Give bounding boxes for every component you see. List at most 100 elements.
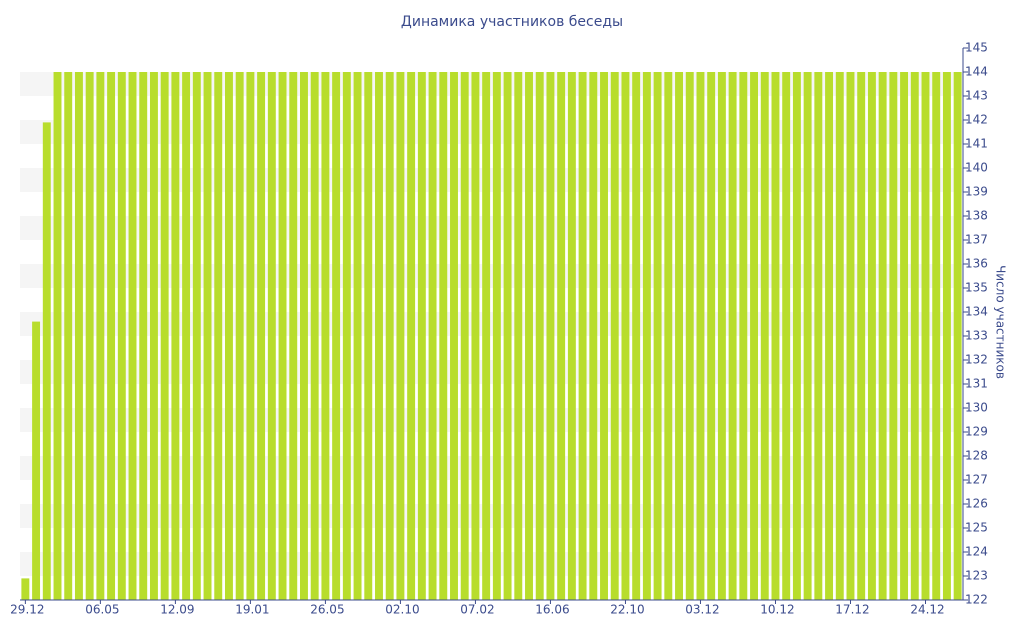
bar xyxy=(74,72,83,600)
bar xyxy=(653,72,662,600)
bar xyxy=(664,72,673,600)
bar xyxy=(385,72,394,600)
bar xyxy=(224,72,233,600)
bar xyxy=(64,72,73,600)
bar xyxy=(825,72,834,600)
bar xyxy=(128,72,137,600)
bar xyxy=(460,72,469,600)
y-tick-label: 144 xyxy=(965,65,988,79)
bar xyxy=(835,72,844,600)
bar xyxy=(621,72,630,600)
bar xyxy=(492,72,501,600)
x-tick-label: 02.10 xyxy=(385,603,419,617)
bar xyxy=(910,72,919,600)
bar xyxy=(364,72,373,600)
bar xyxy=(557,72,566,600)
x-tick-label: 19.01 xyxy=(235,603,269,617)
bar xyxy=(900,72,909,600)
bar xyxy=(857,72,866,600)
bar xyxy=(117,72,126,600)
bar xyxy=(450,72,458,600)
x-tick-label: 29.12 xyxy=(10,603,44,617)
x-tick-label: 16.06 xyxy=(535,603,569,617)
y-tick-label: 127 xyxy=(965,473,988,487)
bar xyxy=(149,72,158,600)
y-tick-label: 132 xyxy=(965,353,988,367)
y-tick-label: 128 xyxy=(965,449,988,463)
bar xyxy=(942,72,951,600)
bar xyxy=(932,72,941,600)
bar xyxy=(439,72,448,600)
y-tick-label: 135 xyxy=(965,281,988,295)
bar xyxy=(342,72,351,600)
bar xyxy=(728,72,737,600)
bar xyxy=(160,72,169,600)
bar xyxy=(771,72,780,600)
bar xyxy=(803,72,812,600)
bar xyxy=(503,72,512,600)
bar xyxy=(96,72,105,600)
bar xyxy=(321,72,330,600)
x-tick-label: 22.10 xyxy=(610,603,644,617)
bar xyxy=(889,72,898,600)
bar xyxy=(546,72,555,600)
bar xyxy=(685,72,694,600)
bar xyxy=(750,72,759,600)
bar xyxy=(632,72,641,600)
bar xyxy=(589,72,598,600)
bar xyxy=(267,72,276,600)
bar xyxy=(471,72,480,600)
bar xyxy=(675,72,683,600)
bar xyxy=(567,72,576,600)
x-tick-label: 03.12 xyxy=(685,603,719,617)
x-tick-label: 07.02 xyxy=(460,603,494,617)
bar xyxy=(578,72,587,600)
bar xyxy=(107,72,116,600)
bar xyxy=(257,72,266,600)
bar xyxy=(192,72,201,600)
bar xyxy=(707,72,716,600)
x-tick-label: 17.12 xyxy=(835,603,869,617)
bar xyxy=(32,321,41,600)
bar xyxy=(867,72,876,600)
y-tick-label: 134 xyxy=(965,305,988,319)
bar xyxy=(278,72,287,600)
x-tick-label: 12.09 xyxy=(160,603,194,617)
bar xyxy=(600,72,608,600)
bar xyxy=(814,72,823,600)
y-tick-label: 122 xyxy=(965,593,988,607)
chart-title: Динамика участников беседы xyxy=(401,14,623,30)
y-tick-label: 136 xyxy=(965,257,988,271)
y-tick-label: 133 xyxy=(965,329,988,343)
bar xyxy=(642,72,651,600)
bar xyxy=(300,72,308,600)
bar xyxy=(610,72,619,600)
y-tick-label: 138 xyxy=(965,209,988,223)
y-tick-label: 141 xyxy=(965,137,988,151)
bar xyxy=(375,72,383,600)
bar xyxy=(782,72,791,600)
bar xyxy=(717,72,726,600)
y-tick-label: 137 xyxy=(965,233,988,247)
bar xyxy=(525,72,533,600)
bar xyxy=(203,72,212,600)
bar xyxy=(482,72,491,600)
x-tick-label: 10.12 xyxy=(760,603,794,617)
x-tick-label: 24.12 xyxy=(910,603,944,617)
bar xyxy=(428,72,437,600)
x-tick-label: 06.05 xyxy=(85,603,119,617)
y-tick-label: 143 xyxy=(965,89,988,103)
bar xyxy=(310,72,319,600)
y-tick-label: 142 xyxy=(965,113,988,127)
bar xyxy=(953,72,962,600)
bar xyxy=(289,72,298,600)
bar xyxy=(21,578,30,600)
bar xyxy=(921,72,930,600)
bar xyxy=(760,72,769,600)
bar xyxy=(696,72,705,600)
bar xyxy=(139,72,148,600)
y-tick-label: 130 xyxy=(965,401,988,415)
y-tick-label: 131 xyxy=(965,377,988,391)
